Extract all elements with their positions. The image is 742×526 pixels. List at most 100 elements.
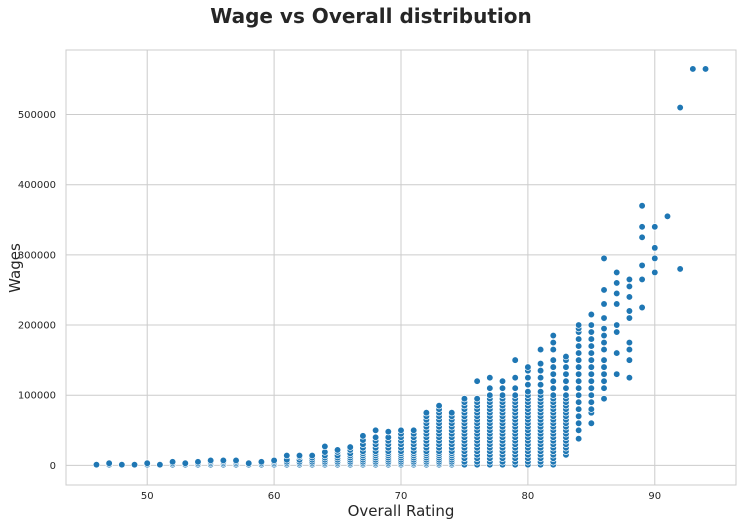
data-point <box>283 451 291 460</box>
y-tick-label: 500000 <box>18 110 56 121</box>
data-point <box>600 377 608 385</box>
data-point <box>638 202 646 210</box>
data-point <box>600 300 608 308</box>
data-point <box>587 328 595 336</box>
data-point <box>587 377 595 385</box>
y-tick-label: 0 <box>50 461 56 472</box>
x-axis-label: Overall Rating <box>348 502 455 520</box>
data-point <box>613 279 621 287</box>
data-point <box>575 370 583 378</box>
data-point <box>625 293 634 301</box>
data-point <box>600 395 608 403</box>
data-point <box>232 456 240 465</box>
data-point <box>92 461 101 469</box>
data-point <box>625 356 634 364</box>
data-point <box>575 398 583 406</box>
data-point <box>168 458 177 466</box>
data-point <box>600 331 608 340</box>
data-point <box>587 370 595 378</box>
data-point <box>651 268 659 277</box>
data-point <box>105 459 113 467</box>
data-point <box>435 402 443 410</box>
data-point <box>536 388 545 396</box>
data-point <box>511 356 519 364</box>
data-point <box>638 275 646 284</box>
data-point <box>638 303 646 312</box>
data-point <box>562 352 570 361</box>
data-point <box>613 268 621 277</box>
data-point <box>613 300 621 308</box>
data-point <box>448 409 456 417</box>
data-point <box>562 370 570 378</box>
data-point <box>181 459 189 467</box>
data-point <box>371 433 380 441</box>
data-point <box>613 370 621 378</box>
data-point <box>600 363 608 371</box>
data-point <box>625 282 634 291</box>
chart-title: Wage vs Overall distribution <box>210 4 532 28</box>
data-point <box>701 65 710 73</box>
data-point <box>600 356 608 364</box>
data-points <box>92 65 710 469</box>
data-point <box>587 398 595 406</box>
data-point <box>295 451 304 460</box>
data-point <box>511 374 519 382</box>
data-point <box>625 314 634 322</box>
data-point <box>257 458 266 466</box>
data-point <box>486 391 494 399</box>
data-point <box>549 384 557 392</box>
data-point <box>613 321 621 329</box>
data-point <box>575 435 583 443</box>
data-point <box>270 456 278 465</box>
data-point <box>600 345 608 354</box>
data-point <box>562 391 570 399</box>
data-point <box>613 289 621 298</box>
data-point <box>549 391 557 399</box>
data-point <box>613 328 621 336</box>
data-point <box>549 338 557 347</box>
data-point <box>194 458 202 466</box>
data-point <box>308 451 316 460</box>
data-point <box>549 377 557 385</box>
data-point <box>689 65 697 73</box>
data-point <box>575 349 583 357</box>
data-point <box>245 459 253 467</box>
data-point <box>498 377 507 385</box>
data-point <box>600 286 608 294</box>
data-point <box>587 419 595 427</box>
data-point <box>625 275 634 284</box>
data-point <box>321 442 329 451</box>
data-point <box>422 409 431 417</box>
y-tick-label: 100000 <box>18 391 56 402</box>
data-point <box>549 370 557 378</box>
data-point <box>587 405 595 413</box>
data-point <box>498 384 507 392</box>
data-point <box>600 324 608 333</box>
data-point <box>562 363 570 371</box>
data-point <box>536 359 545 368</box>
data-point <box>575 426 583 434</box>
data-point <box>536 366 545 375</box>
data-point <box>549 345 557 354</box>
data-point <box>359 432 367 440</box>
data-point <box>587 335 595 343</box>
data-point <box>575 391 583 399</box>
data-point <box>460 395 469 403</box>
data-point <box>524 374 532 382</box>
data-point <box>600 370 608 378</box>
data-point <box>511 384 519 392</box>
data-point <box>575 363 583 371</box>
x-tick-label: 80 <box>522 491 535 502</box>
data-point <box>575 412 583 420</box>
data-point <box>575 377 583 385</box>
data-point <box>524 363 532 371</box>
data-point <box>207 456 215 465</box>
data-point <box>575 405 583 413</box>
data-point <box>587 391 595 399</box>
data-point <box>473 377 481 385</box>
data-point <box>143 459 151 467</box>
data-point <box>549 363 557 371</box>
data-point <box>651 223 659 231</box>
data-point <box>562 377 570 385</box>
data-point <box>663 212 672 220</box>
